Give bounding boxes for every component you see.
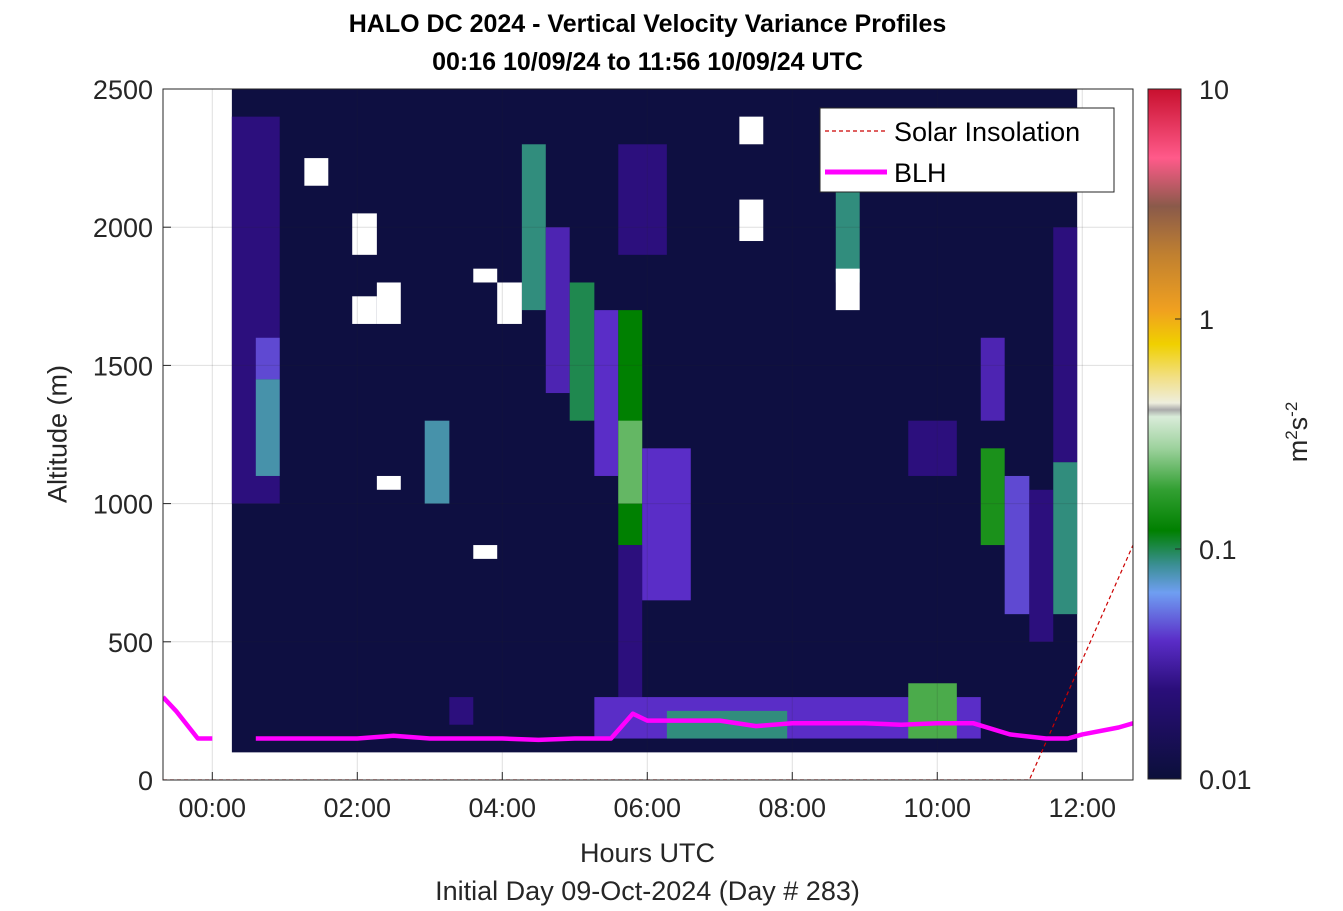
heatmap-missing-cell: [352, 213, 377, 255]
y-axis-label: Altitude (m): [42, 364, 73, 504]
colorbar-tick-label: 10: [1199, 75, 1229, 105]
heatmap-cell: [545, 227, 570, 394]
heatmap-cell: [521, 144, 546, 311]
colorbar-tick-label: 1: [1199, 305, 1214, 335]
heatmap-cell: [1053, 462, 1078, 615]
x-axis-sublabel: Initial Day 09-Oct-2024 (Day # 283): [435, 876, 860, 906]
y-tick-label: 1000: [93, 490, 153, 520]
heatmap-cell: [1053, 227, 1078, 463]
heatmap-cell: [835, 171, 860, 283]
heatmap-cell: [980, 337, 1005, 421]
heatmap-cell: [618, 545, 643, 698]
x-tick-label: 04:00: [468, 793, 536, 823]
heatmap-missing-cell: [304, 158, 329, 186]
x-tick-label: 10:00: [903, 793, 971, 823]
x-axis-label: Hours UTC: [579, 838, 715, 868]
x-tick-label: 08:00: [758, 793, 826, 823]
legend: Solar Insolation BLH: [819, 107, 1115, 193]
colorbar-label: m2s-2: [1282, 402, 1314, 463]
legend-label-solar: Solar Insolation: [894, 117, 1080, 147]
x-tick-label: 12:00: [1048, 793, 1116, 823]
blh-line: [255, 711, 1133, 743]
heatmap-cell: [980, 448, 1005, 546]
heatmap-missing-cell: [376, 475, 401, 490]
heatmap-missing-cell: [473, 268, 498, 283]
heatmap-missing-cell: [473, 545, 498, 559]
legend-label-blh: BLH: [894, 158, 947, 188]
colorbar-tick-label: 0.01: [1199, 765, 1252, 795]
heatmap-cell: [449, 697, 474, 725]
heatmap-cell: [1029, 489, 1054, 642]
heatmap-cell: [255, 379, 280, 476]
y-tick-label: 2500: [93, 75, 153, 105]
heatmap-cell: [642, 448, 691, 601]
x-tick-label: 00:00: [179, 793, 247, 823]
heatmap-cell: [255, 337, 280, 380]
y-tick-label: 2000: [93, 213, 153, 243]
y-tick-label: 1500: [93, 351, 153, 381]
solar-insolation-line: [163, 544, 1133, 780]
heatmap-missing-cell: [352, 296, 377, 324]
x-tick-label: 02:00: [324, 793, 392, 823]
heatmap-cell: [1004, 475, 1030, 615]
heatmap-missing-cell: [376, 282, 401, 324]
y-tick-label: 0: [138, 766, 153, 796]
chart-title-line1: HALO DC 2024 - Vertical Velocity Varianc…: [348, 10, 947, 38]
heatmap-cell: [908, 420, 957, 476]
plot-frame: [162, 88, 1134, 781]
colorbar-unit-s: s: [1283, 416, 1313, 431]
blh-line: [163, 695, 213, 741]
heatmap-missing-cell: [835, 268, 860, 311]
colorbar-tick-label: 0.1: [1199, 535, 1237, 565]
chart-title-line2: 00:16 10/09/24 to 11:56 10/09/24 UTC: [432, 48, 863, 76]
heatmap-cell: [424, 420, 450, 504]
heatmap-missing-cell: [739, 116, 764, 145]
heatmap-cell: [618, 144, 667, 255]
heatmap-cell: [908, 683, 957, 739]
heatmap-cell: [618, 420, 643, 504]
heatmap-cell: [569, 282, 595, 421]
x-tick-label: 06:00: [613, 793, 681, 823]
colorbar-unit-sup2: -2: [1282, 401, 1301, 417]
colorbar-unit-sup1: 2: [1282, 430, 1301, 440]
colorbar: [1147, 88, 1182, 780]
colorbar-unit-m: m: [1283, 439, 1313, 463]
legend-box: [819, 107, 1115, 193]
heatmap-missing-cell: [739, 199, 764, 242]
heatmap-cell: [594, 310, 619, 476]
heatmap-missing-cell: [497, 282, 522, 324]
y-tick-label: 500: [108, 628, 153, 658]
